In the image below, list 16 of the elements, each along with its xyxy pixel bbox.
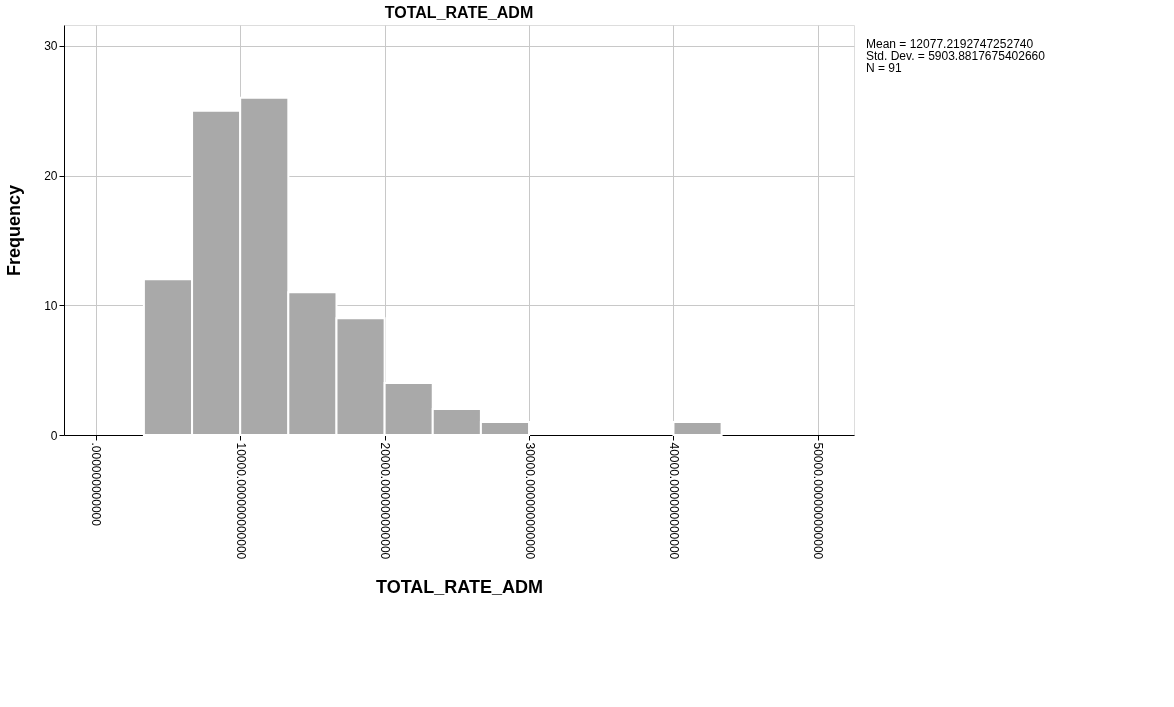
x-tick-label: 50000.000000000000 xyxy=(811,442,826,560)
text: Mean = 12077.2192747252740 xyxy=(866,37,1034,51)
y-tick-label: 10 xyxy=(44,298,58,313)
y-axis-title: Frequency xyxy=(4,184,25,277)
x-tick-label: .000000000000 xyxy=(89,442,104,527)
chart-title: TOTAL_RATE_ADM xyxy=(384,4,534,21)
x-tick-label: 10000.000000000000 xyxy=(233,442,248,560)
text: Std. Dev. = 5903.8817675402660 xyxy=(866,49,1046,63)
x-tick-label: 40000.000000000000 xyxy=(666,442,681,560)
x-tick-label: 30000.000000000000 xyxy=(522,442,537,560)
x-axis-title: TOTAL_RATE_ADM xyxy=(375,577,544,598)
text: N = 91 xyxy=(866,61,903,75)
y-tick-label: 30 xyxy=(44,39,58,54)
x-tick-label: 20000.000000000000 xyxy=(378,442,393,560)
y-tick-label: 20 xyxy=(44,169,58,184)
y-tick-label: 0 xyxy=(50,428,58,443)
